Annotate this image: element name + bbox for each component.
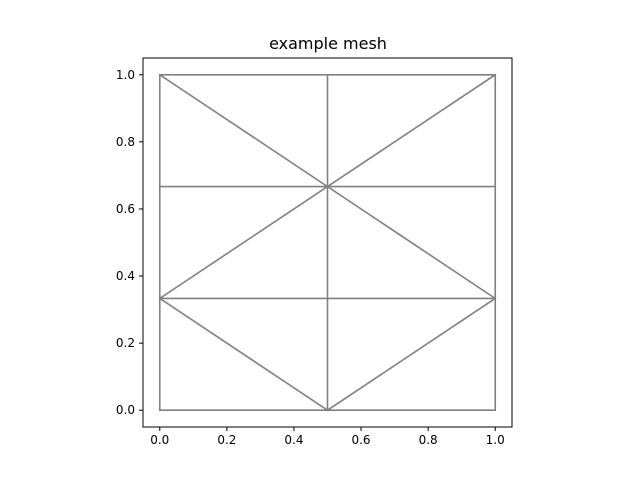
x-tick-label-4: 0.8	[419, 433, 438, 447]
mesh-edge-10	[326, 297, 497, 412]
x-tick-label-1: 0.2	[217, 433, 236, 447]
y-tick-label-3: 0.6	[116, 202, 135, 216]
y-tick-label-0: 0.0	[116, 403, 135, 417]
x-tick-label-3: 0.6	[351, 433, 370, 447]
y-tick-label-1: 0.2	[116, 336, 135, 350]
y-tick-label-2: 0.4	[116, 269, 135, 283]
axes-frame	[142, 57, 513, 428]
mesh-edge-9	[158, 297, 329, 412]
x-tick-label-5: 1.0	[486, 433, 505, 447]
y-tick-label-5: 1.0	[116, 68, 135, 82]
x-tick-label-0: 0.0	[150, 433, 169, 447]
x-tick-label-2: 0.4	[284, 433, 303, 447]
mesh-layer	[158, 73, 497, 412]
chart-title: example mesh	[269, 34, 387, 53]
y-tick-label-4: 0.8	[116, 135, 135, 149]
tick-layer: 0.0 0.2 0.4 0.6 0.8 1.0 0.0 0.2 0.4 0.6 0.8 1.0	[116, 68, 505, 447]
mesh-edge-8	[158, 73, 497, 300]
